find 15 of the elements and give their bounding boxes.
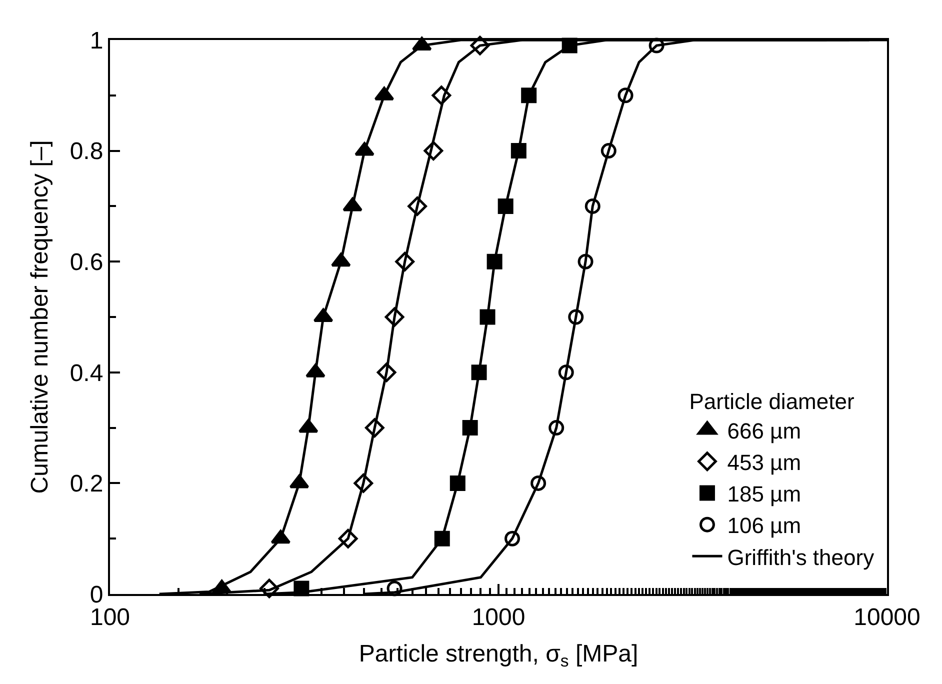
legend-label: Griffith's theory [727, 544, 874, 570]
legend-label: 185 µm [727, 482, 802, 507]
y-axis-title: Cumulative number frequency [–] [26, 140, 54, 494]
x-tick-label: 10000 [854, 604, 920, 631]
legend-label: 453 µm [727, 450, 802, 475]
legend-label: 106 µm [727, 513, 802, 538]
y-tick-label: 0.4 [70, 360, 104, 387]
legend-label: 666 µm [727, 418, 802, 444]
y-tick-label: 1 [90, 27, 104, 54]
x-tick-label: 1000 [472, 604, 526, 631]
legend-title: Particle diameter [689, 388, 854, 414]
x-axis-title: Particle strength, σ$_{s}$ [MPa] [358, 640, 638, 671]
y-tick-label: 0.8 [70, 138, 104, 166]
y-tick-label: 0.2 [70, 470, 104, 498]
y-tick-label: 0.6 [70, 249, 104, 276]
